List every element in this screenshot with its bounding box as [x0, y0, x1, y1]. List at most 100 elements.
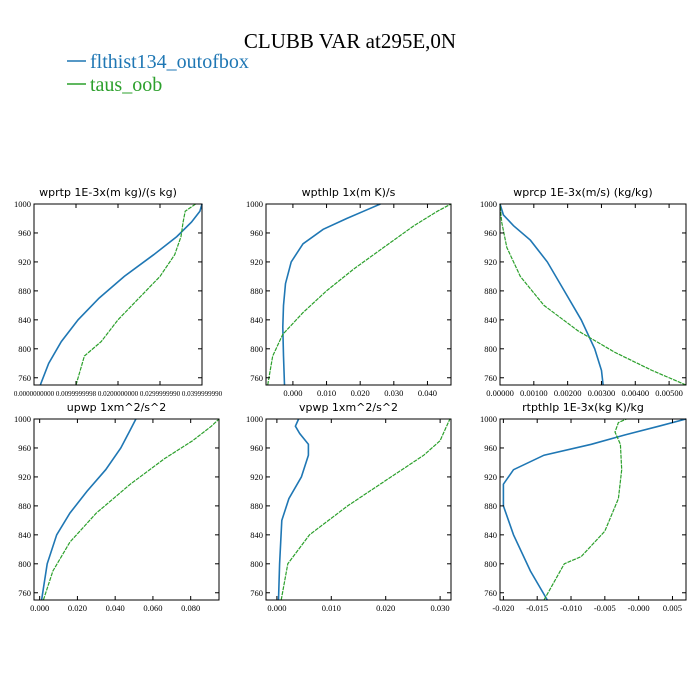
y-tick-label: 960	[250, 228, 263, 238]
y-tick-label: 1000	[246, 199, 263, 209]
axis-frame	[499, 203, 687, 386]
panel-5: vpwp 1xm^2/s^2 760 800 840 880 920 960 1000 0.00…	[246, 401, 452, 613]
x-tick-label: 0.0200000000	[98, 390, 139, 398]
series-line-taus-oob	[42, 418, 220, 601]
x-tick-label: 0.000	[267, 603, 286, 613]
y-tick-label: 960	[18, 443, 31, 453]
y-tick-label: 960	[484, 228, 497, 238]
y-tick-label: 760	[484, 588, 497, 598]
panels: wprtp 1E-3x(m kg)/(s kg) 760 800 840 880 920 9…	[14, 186, 687, 613]
x-tick-label: -0.000	[628, 603, 650, 613]
y-tick-label: 760	[18, 373, 31, 383]
y-tick-label: 920	[484, 257, 497, 267]
x-tick-label: 0.000	[30, 603, 49, 613]
y-tick-label: 920	[484, 472, 497, 482]
figure-title: CLUBB VAR at295E,0N	[244, 29, 456, 53]
x-tick-label: 0.080	[181, 603, 200, 613]
axis-frame	[499, 418, 687, 601]
legend-label-taus-oob: taus_oob	[90, 74, 162, 96]
panel-title: upwp 1xm^2/s^2	[67, 401, 167, 414]
axis-frame	[33, 203, 203, 386]
panel-1: wprtp 1E-3x(m kg)/(s kg) 760 800 840 880 920 9…	[14, 186, 223, 398]
y-tick-label: 840	[484, 530, 497, 540]
axis-frame	[265, 418, 452, 601]
x-tick-label: -0.010	[560, 603, 582, 613]
series-line-flthist134	[277, 418, 310, 601]
y-tick-label: 920	[18, 472, 31, 482]
y-tick-label: 840	[250, 530, 263, 540]
y-tick-label: 920	[250, 257, 263, 267]
x-tick-label: -0.020	[492, 603, 514, 613]
x-tick-label: 0.00400	[621, 388, 649, 398]
series-line-flthist134	[281, 203, 381, 386]
y-tick-label: 1000	[480, 414, 497, 424]
y-tick-label: 920	[18, 257, 31, 267]
x-tick-label: 0.00200	[554, 388, 582, 398]
panel-title: vpwp 1xm^2/s^2	[299, 401, 398, 414]
y-tick-label: 800	[484, 559, 497, 569]
x-tick-label: 0.0099999998	[56, 390, 97, 398]
panel-title: rtpthlp 1E-3x(kg K)/kg	[522, 401, 644, 414]
series-line-flthist134	[39, 203, 203, 386]
x-tick-label: 0.040	[418, 388, 437, 398]
y-tick-label: 920	[250, 472, 263, 482]
y-tick-label: 880	[250, 501, 263, 511]
panel-3: wprcp 1E-3x(m/s) (kg/kg) 760 800 840 880 920 9…	[480, 186, 687, 398]
y-tick-label: 800	[484, 344, 497, 354]
x-tick-label: 0.00100	[520, 388, 548, 398]
x-tick-label: 0.0000000000	[14, 390, 55, 398]
series-line-taus-oob	[75, 203, 197, 386]
x-tick-label: 0.040	[106, 603, 125, 613]
x-tick-label: 0.00500	[655, 388, 683, 398]
x-tick-label: 0.0399999990	[182, 390, 223, 398]
y-tick-label: 960	[250, 443, 263, 453]
y-tick-label: 840	[18, 315, 31, 325]
panel-title: wpthlp 1x(m K)/s	[302, 186, 396, 199]
x-tick-label: 0.020	[351, 388, 370, 398]
y-tick-label: 1000	[14, 199, 31, 209]
axis-frame	[33, 418, 220, 601]
y-tick-label: 760	[250, 588, 263, 598]
series-line-taus-oob	[280, 418, 451, 601]
x-tick-label: 0.010	[322, 603, 341, 613]
y-tick-label: 760	[18, 588, 31, 598]
series-line-taus-oob	[543, 418, 627, 601]
x-tick-label: 0.010	[317, 388, 336, 398]
y-tick-label: 760	[250, 373, 263, 383]
y-tick-label: 800	[250, 344, 263, 354]
series-line-flthist134	[499, 203, 604, 386]
series-line-flthist134	[40, 418, 137, 601]
y-tick-label: 1000	[246, 414, 263, 424]
y-tick-label: 1000	[14, 414, 31, 424]
y-tick-label: 840	[484, 315, 497, 325]
y-tick-label: 960	[484, 443, 497, 453]
panel-4: upwp 1xm^2/s^2 760 800 840 880 920 960 1000 0.00…	[14, 401, 220, 613]
y-tick-label: 840	[18, 530, 31, 540]
panel-title: wprtp 1E-3x(m kg)/(s kg)	[39, 186, 177, 199]
panel-6: rtpthlp 1E-3x(kg K)/kg 760 800 840 880 920 960…	[480, 401, 687, 613]
x-tick-label: 0.0299999990	[140, 390, 181, 398]
y-tick-label: 760	[484, 373, 497, 383]
x-tick-label: 0.00000	[486, 388, 514, 398]
x-tick-label: 0.020	[68, 603, 87, 613]
x-tick-label: 0.060	[143, 603, 162, 613]
y-tick-label: 960	[18, 228, 31, 238]
series-line-taus-oob	[267, 203, 452, 386]
x-tick-label: 0.00300	[588, 388, 616, 398]
y-tick-label: 840	[250, 315, 263, 325]
y-tick-label: 1000	[480, 199, 497, 209]
axis-frame	[265, 203, 452, 386]
y-tick-label: 800	[18, 344, 31, 354]
y-tick-label: 880	[18, 286, 31, 296]
y-tick-label: 880	[250, 286, 263, 296]
y-tick-label: 880	[484, 286, 497, 296]
series-line-taus-oob	[499, 203, 687, 386]
x-tick-label: 0.030	[431, 603, 450, 613]
y-tick-label: 800	[250, 559, 263, 569]
panel-title: wprcp 1E-3x(m/s) (kg/kg)	[513, 186, 652, 199]
y-tick-label: 880	[18, 501, 31, 511]
y-tick-label: 800	[18, 559, 31, 569]
x-tick-label: -0.005	[594, 603, 616, 613]
x-tick-label: 0.020	[376, 603, 395, 613]
